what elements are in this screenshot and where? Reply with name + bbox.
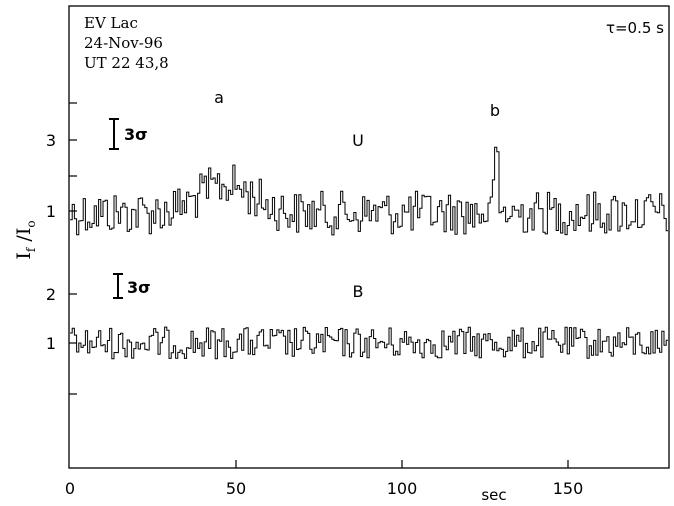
panel-label-u: U (352, 131, 364, 150)
sigma-bar-b (113, 273, 123, 299)
x-axis-label: sec (481, 486, 506, 504)
sigma-bar-u (109, 118, 119, 150)
sigma-label-b: 3σ (127, 278, 151, 297)
x-tick-label-150: 150 (553, 479, 584, 498)
x-tick-label-50: 50 (226, 479, 246, 498)
plot-frame (68, 5, 670, 469)
y-tick-marks (69, 102, 77, 395)
y-tick-label-u-3: 3 (46, 131, 56, 150)
series-u-curve (70, 146, 668, 236)
tau-label: τ=0.5 s (606, 19, 664, 37)
y-tick-label-u-1: 1 (46, 202, 56, 221)
y-tick-label-b-1: 1 (46, 334, 56, 353)
x-tick-label-100: 100 (387, 479, 418, 498)
star-name: EV Lac (84, 14, 138, 32)
ut-label: UT 22 43,8 (84, 54, 169, 72)
x-tick-marks (235, 460, 569, 468)
x-tick-label-0: 0 (65, 479, 75, 498)
y-axis-label: If /Io (13, 220, 38, 259)
peak-label-b: b (490, 101, 500, 120)
y-tick-label-b-2: 2 (46, 285, 56, 304)
sigma-label-u: 3σ (124, 125, 148, 144)
peak-label-a: a (214, 88, 224, 107)
panel-label-b: B (353, 282, 364, 301)
series-b-curve (70, 326, 668, 360)
date-label: 24-Nov-96 (84, 34, 163, 52)
